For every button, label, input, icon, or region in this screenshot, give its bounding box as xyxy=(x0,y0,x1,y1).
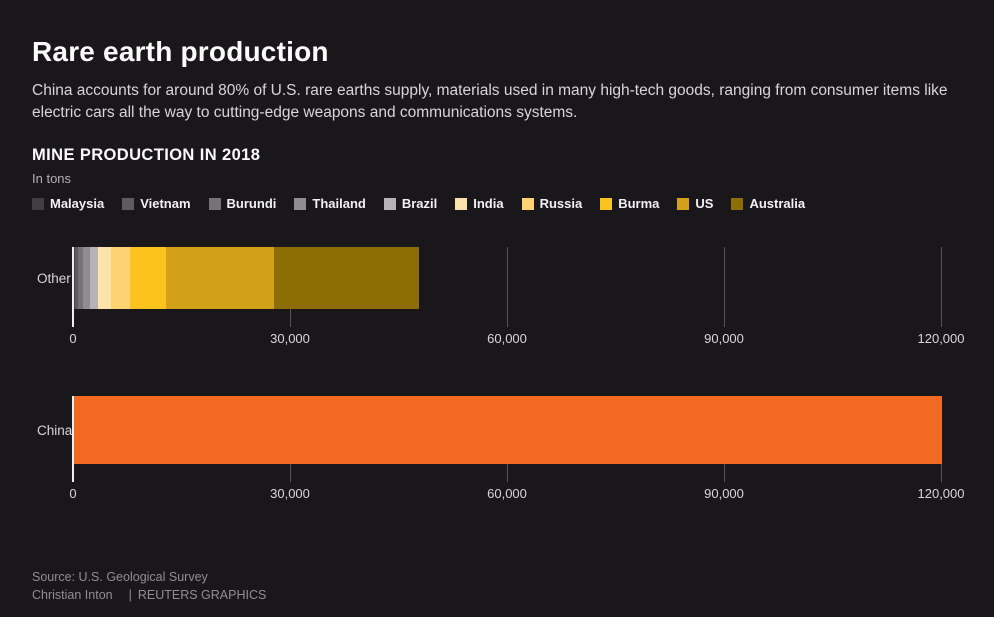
bar-segment-burundi xyxy=(78,247,83,309)
legend-item-us: US xyxy=(677,196,713,211)
x-tick-label: 30,000 xyxy=(270,486,310,501)
legend-swatch-australia xyxy=(731,197,744,210)
legend-label: Thailand xyxy=(312,196,366,211)
bar-segment-malaysia xyxy=(74,247,76,309)
bar-segment-india xyxy=(97,247,111,309)
footer: Source: U.S. Geological Survey Christian… xyxy=(32,568,962,604)
x-tick-label: 120,000 xyxy=(917,486,965,501)
bar-segment-china xyxy=(74,396,942,464)
legend-label: US xyxy=(695,196,714,211)
x-tick-label: 90,000 xyxy=(704,486,744,501)
legend-item-malaysia: Malaysia xyxy=(32,196,104,211)
bar-segment-russia xyxy=(110,247,130,309)
credit-org: REUTERS GRAPHICS xyxy=(137,588,267,602)
legend-label: Australia xyxy=(749,196,806,211)
bar-segment-brazil xyxy=(89,247,98,309)
plot-area: 0 30,000 60,000 90,000 120,000 xyxy=(69,247,965,351)
chart-units-label: In tons xyxy=(32,171,72,186)
legend-item-brazil: Brazil xyxy=(383,196,438,211)
legend-label: Burundi xyxy=(226,196,277,211)
chart-row-china: China 0 30,000 60,000 90,000 120,000 xyxy=(32,396,965,506)
page-subtitle: China accounts for around 80% of U.S. ra… xyxy=(32,82,948,121)
legend-label: Burma xyxy=(618,196,660,211)
legend-label: Vietnam xyxy=(140,196,191,211)
legend-label: India xyxy=(473,196,504,211)
legend-item-india: India xyxy=(455,196,504,211)
legend-swatch-burundi xyxy=(208,197,221,210)
chart-row-other: Other 0 30,000 60,000 90,000 120,000 xyxy=(32,247,965,351)
row-label: China xyxy=(37,423,73,438)
legend-item-russia: Russia xyxy=(521,196,583,211)
x-tick-label: 30,000 xyxy=(270,331,310,346)
legend-swatch-burma xyxy=(600,197,613,210)
bar-segment-thailand xyxy=(82,247,90,309)
x-tick-label: 120,000 xyxy=(917,331,965,346)
x-tick-label: 60,000 xyxy=(487,331,527,346)
legend-item-australia: Australia xyxy=(731,196,805,211)
plot-area: 0 30,000 60,000 90,000 120,000 xyxy=(69,396,965,506)
legend-swatch-brazil xyxy=(383,197,396,210)
bar-segment-australia xyxy=(274,247,419,309)
bar-segment-us xyxy=(165,247,275,309)
x-tick-label: 90,000 xyxy=(704,331,744,346)
source-note: Source: U.S. Geological Survey xyxy=(32,570,208,584)
legend-swatch-russia xyxy=(521,197,534,210)
legend-item-vietnam: Vietnam xyxy=(122,196,191,211)
bar-china xyxy=(74,396,942,464)
credit-author: Christian Inton xyxy=(32,588,113,602)
legend-swatch-thailand xyxy=(294,197,307,210)
x-tick-label: 60,000 xyxy=(487,486,527,501)
chart-title: MINE PRODUCTION IN 2018 xyxy=(32,146,261,164)
bar-segment-vietnam xyxy=(75,247,79,309)
legend-item-thailand: Thailand xyxy=(294,196,366,211)
legend-label: Russia xyxy=(539,196,583,211)
legend-label: Brazil xyxy=(401,196,438,211)
credit-line: Christian Inton | REUTERS GRAPHICS xyxy=(32,586,962,604)
gridline-90000 xyxy=(724,247,725,327)
bar-segment-burma xyxy=(129,247,166,309)
legend-swatch-vietnam xyxy=(122,197,135,210)
gridline-120000 xyxy=(941,247,942,327)
gridline-60000 xyxy=(507,247,508,327)
row-label: Other xyxy=(37,271,71,286)
x-tick-label: 0 xyxy=(69,486,77,501)
zero-axis-line xyxy=(72,247,74,327)
stacked-bar-other xyxy=(74,247,419,309)
legend-swatch-malaysia xyxy=(32,197,44,210)
page-title: Rare earth production xyxy=(32,36,329,67)
zero-axis-line xyxy=(72,396,74,482)
legend-label: Malaysia xyxy=(50,196,105,211)
credit-separator: | xyxy=(128,588,132,602)
legend-swatch-us xyxy=(677,197,690,210)
legend-item-burundi: Burundi xyxy=(208,196,277,211)
legend-item-burma: Burma xyxy=(600,196,659,211)
legend-swatch-india xyxy=(455,197,468,210)
x-tick-label: 0 xyxy=(69,331,77,346)
legend: Malaysia Vietnam Burundi Thailand Brazil Indi… xyxy=(32,196,962,211)
